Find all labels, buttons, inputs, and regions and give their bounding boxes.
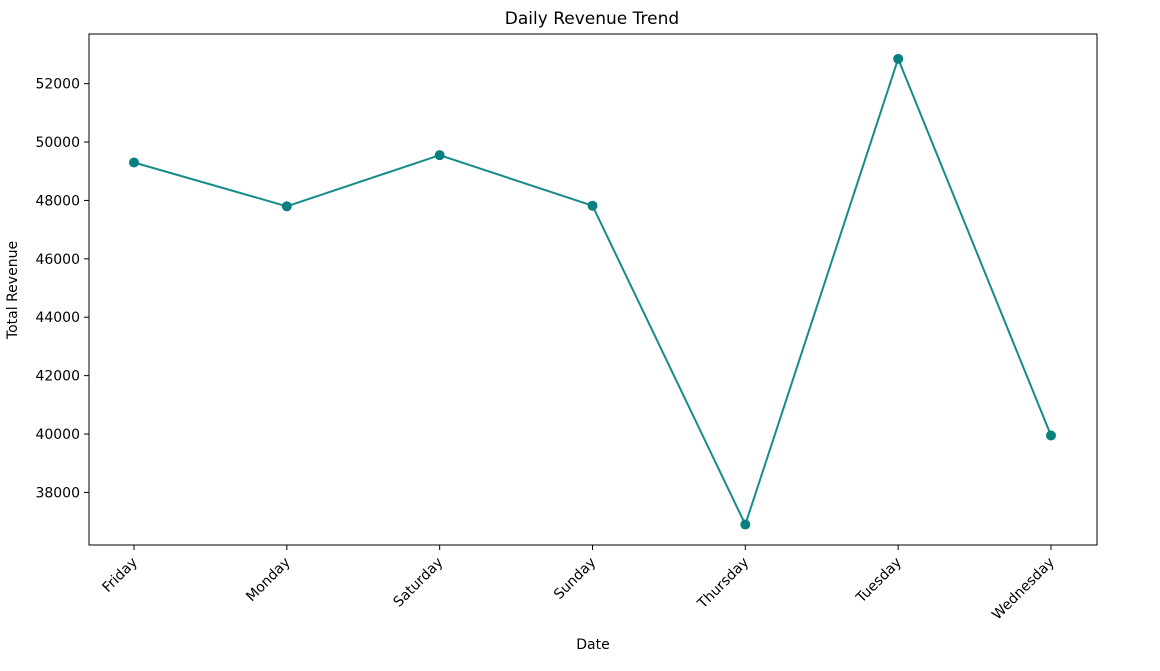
y-tick-label: 40000 — [35, 427, 80, 443]
data-point — [893, 53, 904, 64]
y-axis-label: Total Revenue — [5, 241, 21, 340]
data-point — [587, 200, 598, 211]
data-point — [1046, 430, 1056, 441]
y-tick-label: 50000 — [35, 135, 80, 151]
y-tick-label: 46000 — [35, 252, 80, 268]
chart-title: Daily Revenue Trend — [505, 9, 679, 29]
plot-area-frame — [88, 33, 1098, 546]
data-point — [740, 519, 751, 530]
y-tick-label: 52000 — [35, 77, 80, 93]
x-tick-label: Friday — [100, 555, 141, 596]
y-tick-label: 48000 — [35, 193, 80, 209]
series-revenue — [129, 53, 1056, 530]
x-axis: Friday Monday Saturday Sunday Thursday Tuesda… — [100, 545, 1058, 623]
x-axis-label: Date — [576, 637, 609, 653]
x-tick-label: Monday — [243, 555, 293, 605]
x-tick-label: Wednesday — [989, 555, 1058, 624]
series-line — [133, 55, 1052, 528]
y-tick-label: 42000 — [35, 369, 80, 385]
y-axis: 38000 40000 42000 44000 46000 48000 50000 52000 — [35, 77, 89, 501]
x-tick-label: Thursday — [694, 555, 752, 613]
data-point — [281, 201, 292, 212]
data-point — [129, 157, 139, 168]
x-tick-label: Sunday — [551, 555, 599, 603]
y-tick-label: 44000 — [35, 310, 80, 326]
x-tick-label: Saturday — [391, 555, 447, 611]
y-tick-label: 38000 — [35, 485, 80, 501]
data-point — [434, 150, 445, 161]
x-tick-label: Tuesday — [853, 555, 905, 607]
